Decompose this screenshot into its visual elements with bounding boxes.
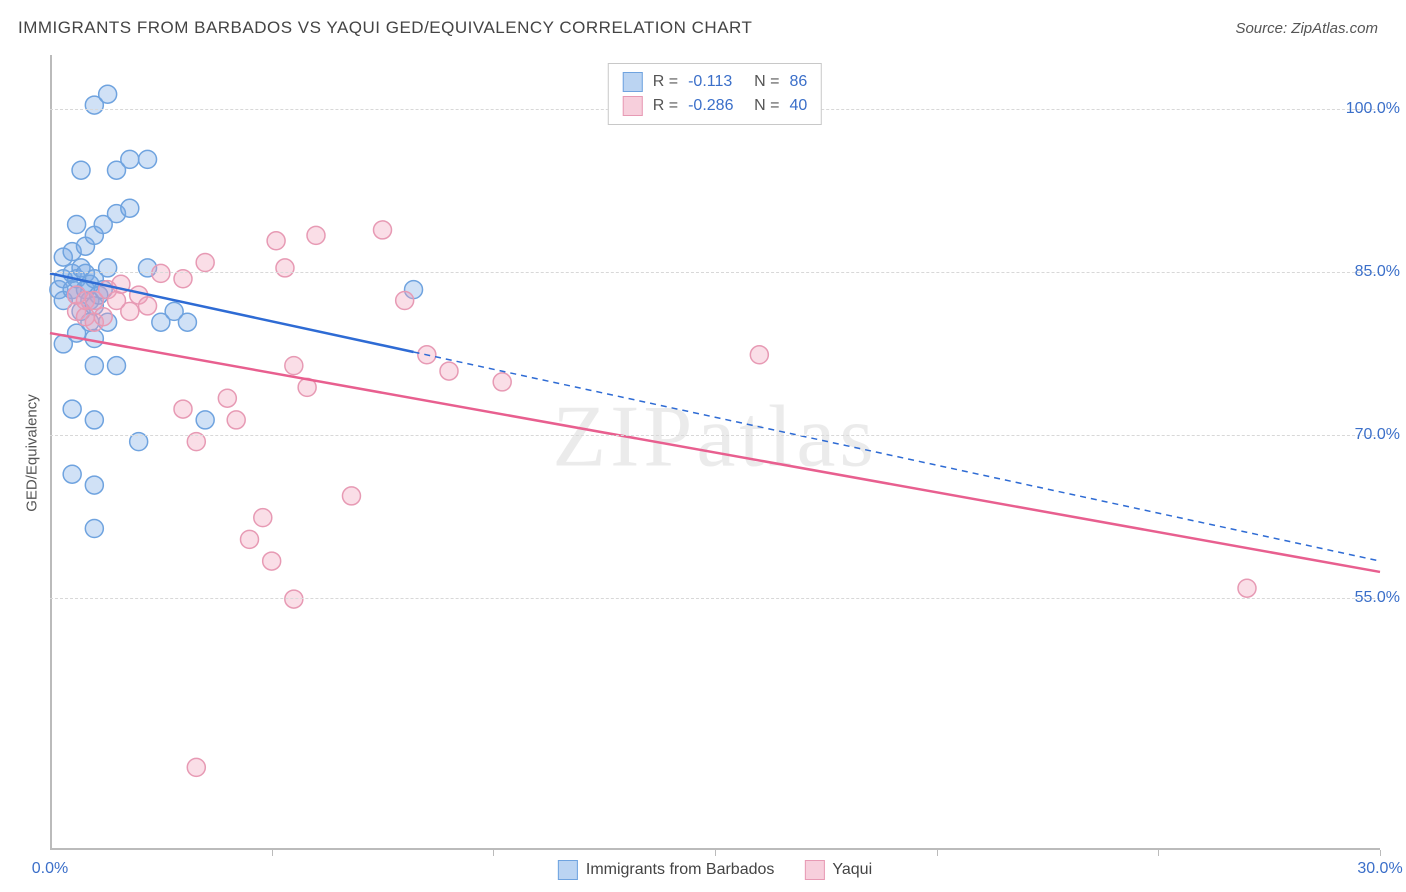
x-tick-mark [1380,850,1381,856]
legend-n-label: N = [754,70,779,94]
x-tick-mark [1158,850,1159,856]
regression-line-dashed [414,352,1380,561]
gridline-horizontal [50,435,1380,436]
plot-area: 55.0%70.0%85.0%100.0%0.0%30.0% [50,55,1380,850]
scatter-point [99,85,117,103]
scatter-point [121,302,139,320]
legend-swatch [558,860,578,880]
scatter-point [85,411,103,429]
gridline-horizontal [50,598,1380,599]
legend-swatch [623,96,643,116]
scatter-point [285,357,303,375]
x-tick-mark [937,850,938,856]
scatter-point [121,199,139,217]
plot-svg [50,55,1380,850]
legend-series: Immigrants from Barbados Yaqui [558,860,872,880]
legend-stats-row: R = -0.286 N = 40 [623,94,807,118]
legend-series-item: Immigrants from Barbados [558,860,775,880]
y-tick-label: 85.0% [1355,263,1400,281]
scatter-point [750,346,768,364]
scatter-point [493,373,511,391]
scatter-point [85,357,103,375]
chart-title: IMMIGRANTS FROM BARBADOS VS YAQUI GED/EQ… [18,18,752,38]
scatter-point [227,411,245,429]
legend-r-label: R = [653,70,678,94]
legend-swatch [804,860,824,880]
legend-series-label: Yaqui [832,861,872,879]
scatter-point [108,357,126,375]
legend-r-label: R = [653,94,678,118]
legend-stats: R = -0.113 N = 86 R = -0.286 N = 40 [608,63,822,125]
scatter-point [267,232,285,250]
scatter-point [174,400,192,418]
legend-swatch [623,72,643,92]
scatter-point [196,254,214,272]
scatter-point [307,226,325,244]
legend-n-value: 86 [789,70,807,94]
legend-r-value: -0.113 [688,70,744,94]
x-tick-mark [715,850,716,856]
y-tick-label: 100.0% [1346,100,1400,118]
scatter-point [152,264,170,282]
scatter-point [63,400,81,418]
scatter-point [276,259,294,277]
legend-n-value: 40 [789,94,807,118]
scatter-point [121,150,139,168]
legend-stats-row: R = -0.113 N = 86 [623,70,807,94]
scatter-point [99,259,117,277]
x-tick-mark [272,850,273,856]
y-tick-label: 55.0% [1355,589,1400,607]
scatter-point [196,411,214,429]
source-attribution: Source: ZipAtlas.com [1235,20,1378,37]
scatter-point [72,161,90,179]
scatter-point [178,313,196,331]
legend-series-item: Yaqui [804,860,872,880]
scatter-point [254,509,272,527]
scatter-point [85,330,103,348]
scatter-point [263,552,281,570]
header: IMMIGRANTS FROM BARBADOS VS YAQUI GED/EQ… [0,0,1406,48]
legend-n-label: N = [754,94,779,118]
chart-container: GED/Equivalency ZIPatlas 55.0%70.0%85.0%… [50,55,1380,850]
legend-r-value: -0.286 [688,94,744,118]
scatter-point [285,590,303,608]
y-axis-label: GED/Equivalency [24,394,41,512]
y-tick-label: 70.0% [1355,426,1400,444]
scatter-point [139,297,157,315]
x-tick-mark [493,850,494,856]
legend-series-label: Immigrants from Barbados [586,861,775,879]
x-tick-label: 30.0% [1357,860,1402,878]
scatter-point [187,758,205,776]
scatter-point [1238,579,1256,597]
scatter-point [139,150,157,168]
scatter-point [85,476,103,494]
scatter-point [241,530,259,548]
scatter-point [440,362,458,380]
scatter-point [94,308,112,326]
scatter-point [68,216,86,234]
x-tick-label: 0.0% [32,860,68,878]
scatter-point [396,292,414,310]
scatter-point [63,465,81,483]
scatter-point [342,487,360,505]
scatter-point [374,221,392,239]
scatter-point [218,389,236,407]
gridline-horizontal [50,272,1380,273]
scatter-point [85,520,103,538]
